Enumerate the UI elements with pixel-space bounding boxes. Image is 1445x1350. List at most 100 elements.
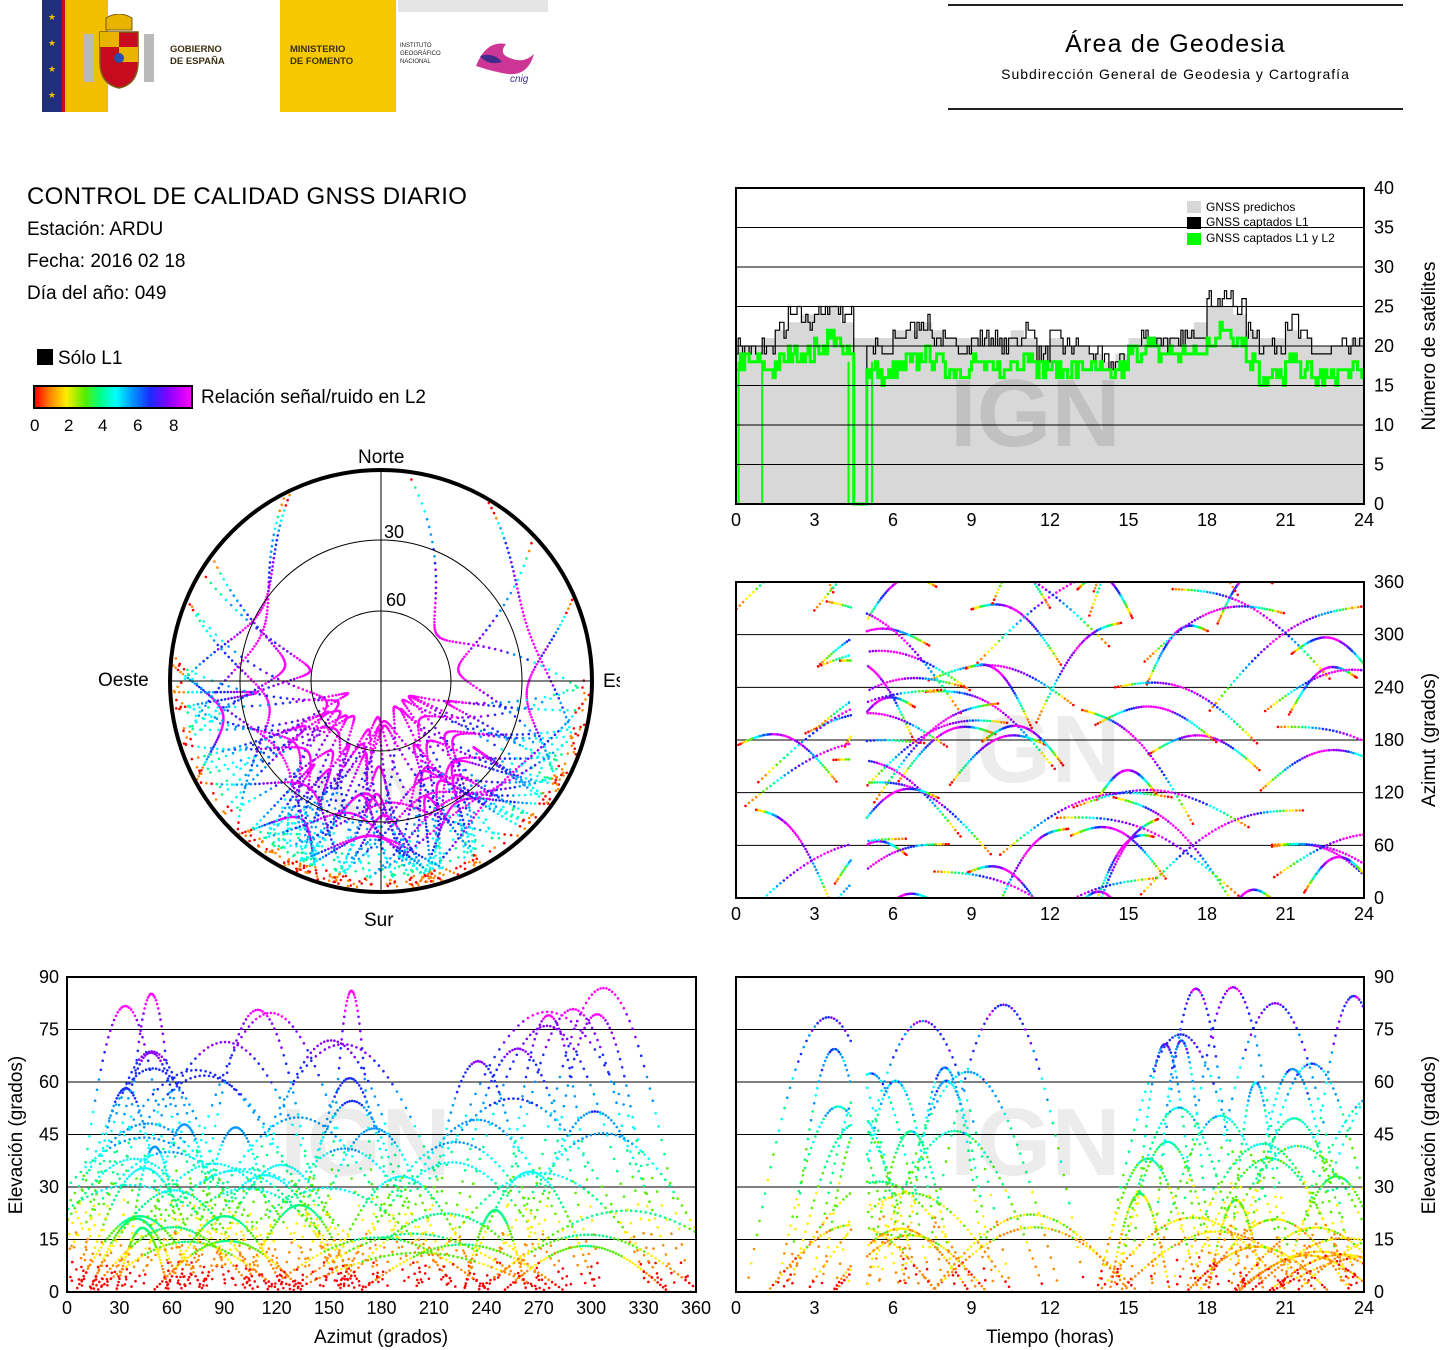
skyplot-point (223, 708, 226, 712)
skyplot-point (193, 682, 197, 685)
skyplot-point (431, 867, 435, 870)
skyplot-point (277, 747, 280, 751)
skyplot-point (268, 835, 271, 838)
skyplot-point (252, 761, 255, 764)
y-tick-label: 5 (1374, 455, 1384, 475)
skyplot-point (340, 792, 343, 796)
azimuth-point (1089, 610, 1092, 613)
skyplot-point (331, 876, 334, 879)
skyplot-point (302, 772, 306, 776)
skyplot-point (330, 838, 333, 841)
skyplot-point (351, 762, 355, 766)
skyplot-point (426, 755, 429, 758)
skyplot-point (284, 778, 287, 781)
skyplot-point (265, 616, 268, 619)
skyplot-point (365, 773, 368, 776)
skyplot-point (533, 802, 537, 805)
skyplot-point (478, 795, 481, 799)
skyplot-point (431, 880, 435, 883)
skyplot-point (417, 818, 421, 822)
skyplot-west-text: Oeste (98, 670, 149, 691)
skyplot-point (241, 628, 245, 632)
skyplot-point (396, 801, 399, 805)
skyplot-point (306, 796, 309, 799)
skyplot-point (563, 615, 566, 619)
skyplot-point (462, 829, 466, 833)
skyplot-point (366, 766, 369, 769)
skyplot-point (554, 672, 558, 675)
skyplot-point (241, 696, 244, 699)
skyplot-point (552, 730, 556, 734)
skyplot-point (197, 775, 200, 778)
skyplot-point (249, 741, 253, 745)
skyplot-point (446, 750, 450, 753)
skyplot-point (416, 699, 420, 702)
skyplot-point (271, 565, 274, 568)
skyplot-point (295, 842, 298, 846)
skyplot-point (410, 831, 414, 834)
skyplot-point (427, 844, 430, 848)
skyplot-point (519, 571, 522, 575)
skyplot-point (569, 603, 572, 606)
skyplot-point (326, 753, 330, 756)
skyplot-point (242, 705, 246, 708)
azimuth-point (1219, 614, 1223, 618)
skyplot-point (469, 850, 473, 853)
skyplot-point (496, 781, 500, 784)
skyplot-point (453, 730, 457, 733)
y-tick-label: 40 (1374, 178, 1394, 198)
skyplot-point (405, 856, 409, 859)
azimuth-point (936, 675, 939, 678)
skyplot-point (290, 821, 294, 825)
skyplot-point (252, 756, 256, 759)
skyplot-point (546, 801, 549, 804)
skyplot-point (515, 583, 518, 586)
y-tick-label: 0 (1374, 494, 1384, 514)
azimuth-point (1133, 879, 1137, 882)
azimuth-point (799, 840, 803, 843)
skyplot-point (416, 840, 419, 844)
skyplot-point (266, 703, 270, 707)
skyplot-point (492, 787, 496, 790)
skyplot-point (374, 826, 378, 830)
skyplot-point (490, 780, 494, 784)
skyplot-point (278, 524, 282, 527)
skyplot-point (366, 850, 369, 853)
skyplot-point (318, 857, 322, 861)
skyplot-point (410, 699, 413, 702)
skyplot-point (432, 876, 435, 880)
skyplot-point (548, 641, 551, 645)
skyplot-point (499, 527, 502, 530)
skyplot-point (451, 844, 455, 848)
skyplot-point (359, 823, 362, 827)
azimuth-point (1341, 851, 1345, 854)
skyplot-point (453, 829, 457, 833)
skyplot-point (268, 639, 271, 642)
azimuth-point (1031, 623, 1034, 626)
skyplot-point (445, 639, 449, 642)
count-frame (735, 187, 1365, 505)
skyplot-point (525, 625, 529, 628)
skyplot-point (536, 731, 540, 734)
skyplot-point (391, 823, 395, 826)
skyplot-point (486, 739, 489, 742)
skyplot-point (484, 830, 488, 833)
skyplot-point (413, 859, 416, 863)
ministry-line2: DE FOMENTO (290, 56, 354, 67)
azimuth-point (1001, 636, 1004, 639)
skyplot-point (231, 751, 235, 755)
azimuth-point (1287, 713, 1291, 716)
skyplot-point (210, 760, 213, 763)
skyplot-point (455, 811, 458, 814)
skyplot-point (196, 702, 200, 706)
azimuth-point (1112, 882, 1115, 886)
skyplot-point (567, 607, 570, 610)
skyplot-point (262, 688, 265, 691)
skyplot-point (349, 884, 353, 887)
skyplot-point (332, 817, 336, 821)
skyplot-point (344, 761, 348, 765)
skyplot-point (309, 765, 312, 769)
skyplot-point (287, 740, 290, 744)
skyplot-point (240, 802, 243, 806)
azimuth-point (1097, 587, 1101, 590)
